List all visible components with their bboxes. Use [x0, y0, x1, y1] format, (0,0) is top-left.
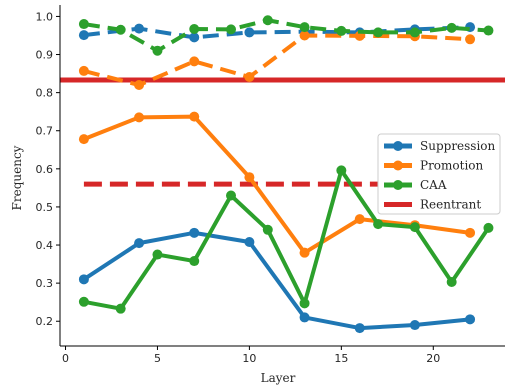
data-point-suppression-solid-0 — [409, 320, 420, 331]
y-tick-label: 0.8 — [36, 87, 54, 100]
legend-marker-suppression — [393, 141, 403, 151]
data-point-caa-solid-2 — [409, 222, 420, 233]
data-point-caa-solid-2 — [189, 256, 200, 267]
data-point-caa-solid-2 — [226, 190, 237, 201]
data-point-unlabeled-dashed-5 — [115, 24, 126, 35]
data-point-unlabeled-dashed-5 — [446, 22, 457, 33]
data-point-caa-solid-2 — [299, 298, 310, 309]
data-point-unlabeled-dashed-4 — [134, 80, 145, 91]
data-point-suppression-solid-0 — [465, 314, 476, 325]
data-point-caa-solid-2 — [446, 276, 457, 287]
data-point-promotion-solid-1 — [134, 112, 145, 123]
legend-label-caa: CAA — [420, 178, 447, 192]
data-point-caa-solid-2 — [483, 222, 494, 233]
series-line-unlabeled-dashed-4 — [83, 33, 471, 88]
x-tick-label: 20 — [426, 352, 440, 365]
data-point-unlabeled-dashed-4 — [78, 65, 89, 76]
data-point-unlabeled-dashed-5 — [483, 25, 494, 36]
data-point-caa-solid-2 — [262, 224, 273, 235]
series-line-unlabeled-dashed-5 — [83, 18, 489, 53]
plot-area — [60, 15, 505, 334]
data-point-unlabeled-dashed-5 — [189, 24, 200, 35]
series-line-suppression-solid-0 — [82, 230, 471, 331]
data-point-unlabeled-dashed-5 — [78, 19, 89, 30]
x-tick-label: 5 — [154, 352, 161, 365]
y-tick-label: 0.3 — [36, 277, 54, 290]
data-point-suppression-solid-0 — [78, 274, 89, 285]
data-point-caa-solid-2 — [78, 296, 89, 307]
legend-label-promotion: Promotion — [420, 159, 484, 173]
data-point-unlabeled-dashed-5 — [262, 15, 273, 26]
y-axis-label: Frequency — [10, 145, 24, 210]
data-point-suppression-solid-0 — [244, 236, 255, 247]
data-point-unlabeled-dashed-3 — [189, 32, 200, 43]
y-tick-label: 0.9 — [36, 49, 54, 62]
y-tick-label: 0.2 — [36, 315, 54, 328]
data-point-promotion-solid-1 — [78, 134, 89, 145]
data-point-promotion-solid-1 — [354, 214, 365, 225]
x-axis-label: Layer — [261, 371, 296, 385]
data-point-suppression-solid-0 — [299, 312, 310, 323]
axes: 0 5 10 15 20 0.2 0.3 0.4 0.5 0.6 0.7 0.8 0.9 1.0 — [36, 5, 505, 365]
data-point-unlabeled-dashed-4 — [465, 34, 476, 45]
y-tick-label: 0.6 — [36, 163, 54, 176]
data-point-unlabeled-dashed-4 — [189, 56, 200, 67]
data-point-suppression-solid-0 — [189, 227, 200, 238]
y-tick-label: 0.7 — [36, 125, 54, 138]
data-point-unlabeled-dashed-5 — [373, 27, 384, 38]
data-point-promotion-solid-1 — [299, 247, 310, 258]
data-point-caa-solid-2 — [152, 249, 163, 260]
legend-marker-promotion — [393, 160, 403, 171]
data-point-promotion-solid-1 — [465, 227, 476, 238]
y-tick-label: 0.5 — [36, 201, 54, 214]
legend-marker-caa — [393, 180, 403, 190]
legend-box — [377, 133, 501, 215]
y-tick-label: 1.0 — [36, 10, 54, 23]
series-line-caa-solid-2 — [83, 168, 491, 311]
data-point-unlabeled-dashed-5 — [152, 45, 163, 56]
x-tick-label: 0 — [62, 352, 69, 365]
legend: Suppression Promotion CAA Reentrant — [377, 133, 501, 215]
data-point-suppression-solid-0 — [354, 323, 365, 334]
data-point-caa-solid-2 — [336, 165, 347, 176]
data-point-unlabeled-dashed-4 — [299, 30, 310, 41]
data-point-unlabeled-dashed-3 — [78, 30, 89, 41]
series-line-unlabeled-dashed-3 — [83, 25, 471, 40]
data-point-suppression-solid-0 — [134, 238, 145, 249]
series-line-promotion-solid-1 — [83, 114, 471, 255]
data-point-unlabeled-dashed-3 — [134, 23, 145, 34]
legend-label-reentrant: Reentrant — [420, 198, 481, 212]
data-point-unlabeled-dashed-5 — [299, 22, 310, 33]
data-point-caa-solid-2 — [373, 219, 384, 230]
legend-label-suppression: Suppression — [420, 139, 496, 153]
x-tick-label: 15 — [334, 352, 348, 365]
data-point-unlabeled-dashed-5 — [226, 24, 237, 35]
data-point-promotion-solid-1 — [189, 111, 200, 122]
data-point-promotion-solid-1 — [244, 172, 255, 183]
data-point-unlabeled-dashed-5 — [409, 27, 420, 38]
data-point-caa-solid-2 — [115, 303, 126, 314]
data-point-unlabeled-dashed-3 — [244, 27, 255, 38]
y-tick-label: 0.4 — [36, 239, 54, 252]
x-tick-label: 10 — [242, 352, 256, 365]
data-point-unlabeled-dashed-4 — [244, 72, 255, 83]
data-point-unlabeled-dashed-5 — [336, 25, 347, 36]
